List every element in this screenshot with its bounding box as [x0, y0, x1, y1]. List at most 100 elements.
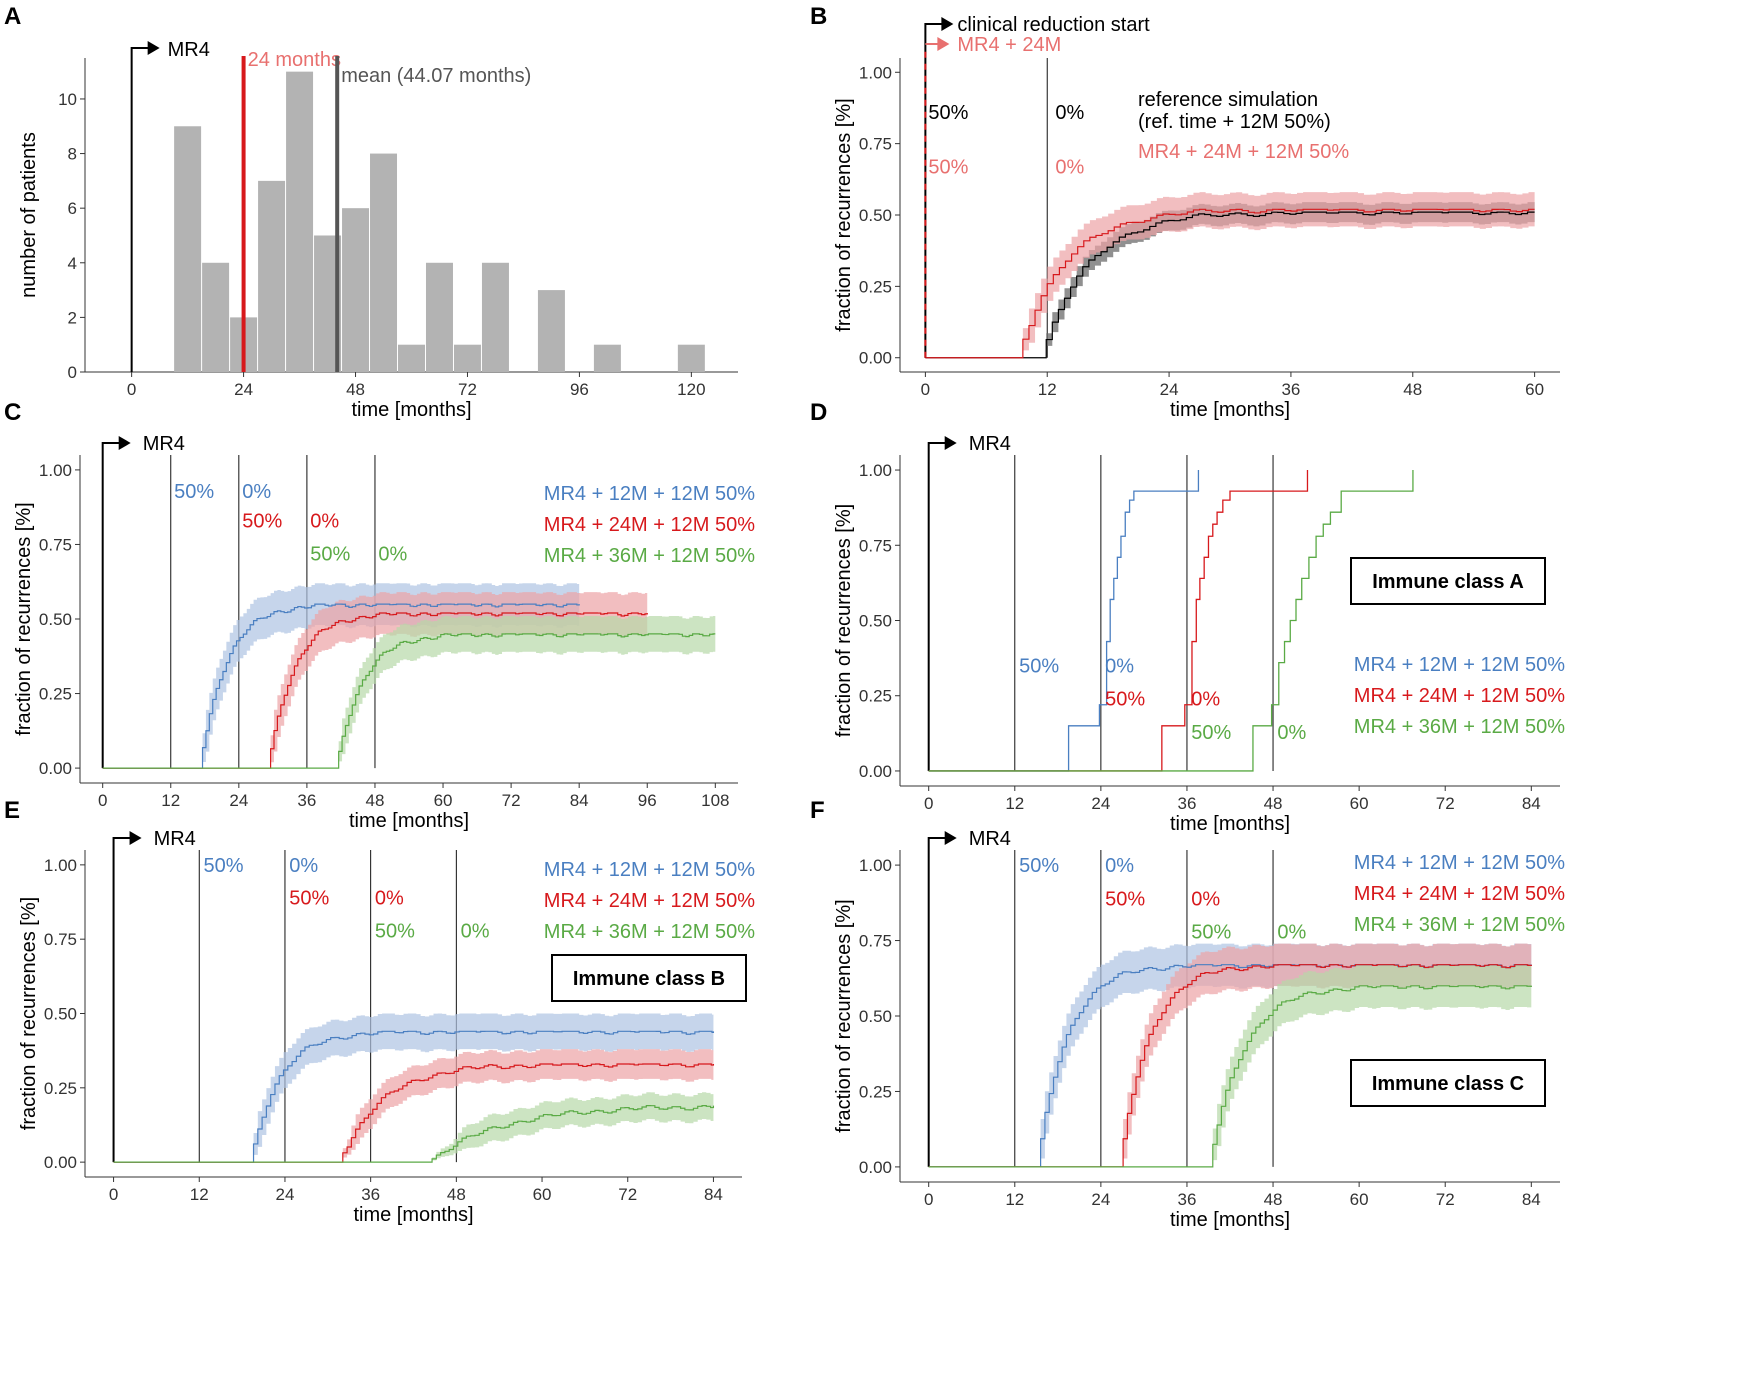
x-tick-label: 12	[1005, 794, 1024, 813]
panel-label: D	[810, 399, 827, 426]
y-tick-label: 0.25	[39, 685, 72, 704]
x-tick-label: 60	[533, 1185, 552, 1204]
x-tick-label: 60	[1350, 1190, 1369, 1209]
y-tick-label: 0.00	[859, 349, 892, 368]
y-tick-label: 0.50	[859, 612, 892, 631]
panel-label: A	[4, 3, 21, 30]
start-arrow-line	[927, 837, 947, 1167]
start-arrow-line	[924, 23, 944, 48]
y-tick-label: 0.50	[859, 206, 892, 225]
survival-curve	[113, 1030, 715, 1163]
x-tick-label: 12	[190, 1185, 209, 1204]
confidence-band	[113, 1049, 714, 1163]
panel-label: E	[4, 797, 20, 824]
histogram-bar	[398, 344, 425, 372]
histogram-bar	[342, 208, 370, 372]
phase-percentage: 50%	[1105, 689, 1145, 711]
x-axis-title: time [months]	[1170, 813, 1290, 835]
x-tick-label: 36	[1177, 794, 1196, 813]
phase-percentage: 0%	[1105, 656, 1134, 678]
start-label: MR4	[969, 433, 1011, 455]
x-tick-label: 72	[1436, 794, 1455, 813]
y-tick-label: 1.00	[39, 461, 72, 480]
survival-curve	[925, 208, 1535, 359]
x-tick-label: 24	[275, 1185, 294, 1204]
x-tick-label: 12	[1038, 380, 1057, 399]
x-tick-label: 36	[361, 1185, 380, 1204]
confidence-band	[928, 943, 1532, 1167]
x-tick-label: 60	[1350, 794, 1369, 813]
legend-entry: MR4 + 36M + 12M 50%	[544, 921, 755, 943]
confidence-band	[102, 592, 648, 769]
start-arrow-head	[129, 831, 142, 845]
phase-percentage: 50%	[310, 543, 350, 565]
histogram-bar	[537, 290, 565, 372]
immune-class-label: Immune class C	[1372, 1073, 1524, 1095]
reference-line-label: mean (44.07 months)	[341, 65, 531, 87]
phase-percentage: 0%	[1055, 102, 1084, 124]
phase-percentage: 50%	[1019, 855, 1059, 877]
panel-label: B	[810, 3, 827, 30]
legend-entry: MR4 + 12M + 12M 50%	[544, 859, 755, 881]
histogram-bar	[258, 180, 286, 372]
immune-class-box	[1350, 1059, 1546, 1107]
x-tick-label: 60	[1525, 380, 1544, 399]
phase-percentage: 0%	[1105, 855, 1134, 877]
phase-percentage: 50%	[928, 102, 968, 124]
y-tick-label: 0.25	[44, 1079, 77, 1098]
start-arrow-head	[118, 436, 131, 450]
phase-percentage: 50%	[174, 481, 214, 503]
phase-percentage: 0%	[1277, 921, 1306, 943]
panel-label: F	[810, 797, 825, 824]
x-axis-title: time [months]	[1170, 1209, 1290, 1231]
start-arrow-head	[944, 436, 957, 450]
x-tick-label: 96	[638, 791, 657, 810]
start-arrow-line	[112, 837, 132, 1163]
survival-curve	[102, 633, 716, 769]
legend-entry: MR4 + 36M + 12M 50%	[1354, 716, 1565, 738]
survival-curve	[102, 603, 580, 769]
y-tick-label: 1.00	[859, 856, 892, 875]
y-axis-title: fraction of recurrences [%]	[13, 502, 35, 735]
phase-percentage: 0%	[1277, 722, 1306, 744]
y-tick-label: 8	[68, 145, 77, 164]
y-tick-label: 0	[68, 363, 77, 382]
phase-percentage: 0%	[378, 543, 407, 565]
y-tick-label: 0.00	[859, 762, 892, 781]
start-label: clinical reduction start	[957, 14, 1150, 36]
panel-C: C 0 12 24 36 48 60 72 84 96 108 0.00 0.25 0.50 0.75 1.0…	[4, 399, 755, 832]
histogram-bar	[481, 262, 509, 372]
confidence-band	[925, 192, 1535, 358]
phase-percentage: 0%	[1191, 888, 1220, 910]
legend-entry: MR4 + 36M + 12M 50%	[544, 545, 755, 567]
immune-class-box	[551, 954, 747, 1002]
x-tick-label: 0	[98, 791, 107, 810]
phase-percentage: 0%	[375, 888, 404, 910]
x-tick-label: 84	[704, 1185, 723, 1204]
x-tick-label: 24	[1160, 380, 1179, 399]
x-tick-label: 24	[1091, 794, 1110, 813]
x-tick-label: 0	[109, 1185, 118, 1204]
x-tick-label: 60	[434, 791, 453, 810]
y-tick-label: 2	[68, 308, 77, 327]
start-arrow-line	[927, 442, 947, 771]
survival-curve	[928, 964, 1532, 1168]
legend-entry: MR4 + 24M + 12M 50%	[1354, 685, 1565, 707]
panel-D: D 0 12 24 36 48 60 72 84 0.00 0.25 0.50 0.75 1.00 time…	[810, 399, 1565, 835]
x-tick-label: 36	[1281, 380, 1300, 399]
y-tick-label: 0.00	[39, 759, 72, 778]
y-tick-label: 0.50	[39, 610, 72, 629]
y-tick-label: 0.00	[859, 1158, 892, 1177]
phase-percentage: 50%	[928, 156, 968, 178]
panel-E: E 0 12 24 36 48 60 72 84 0.00 0.25 0.50 0.75 1.00 time…	[4, 797, 755, 1226]
phase-percentage: 0%	[289, 855, 318, 877]
start-arrow-head	[941, 17, 954, 31]
panel-label: C	[4, 399, 21, 426]
legend-entry: MR4 + 12M + 12M 50%	[1354, 852, 1565, 874]
phase-percentage: 50%	[1105, 888, 1145, 910]
y-tick-label: 0.25	[859, 1082, 892, 1101]
survival-curve	[928, 985, 1532, 1168]
x-tick-label: 84	[1522, 794, 1541, 813]
start-arrow-head	[944, 831, 957, 845]
